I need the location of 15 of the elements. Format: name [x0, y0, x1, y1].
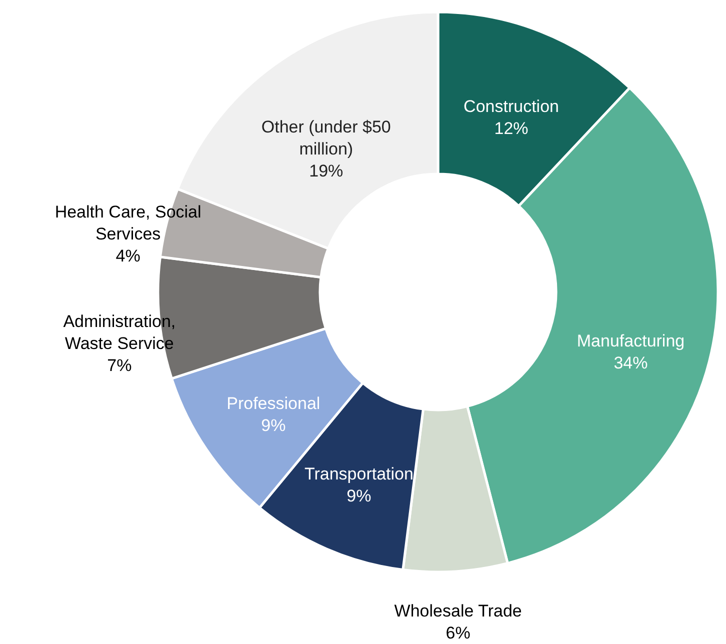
slice-label: Other (under $50 million)	[261, 117, 391, 158]
slice-label: Manufacturing	[576, 331, 685, 350]
slice-label: Construction	[464, 96, 559, 116]
data-label: 7%	[107, 356, 132, 376]
slice-label: Transportation	[304, 464, 414, 484]
slice-label: Professional	[226, 394, 320, 413]
data-label: 6%	[446, 623, 470, 642]
data-label: 9%	[261, 416, 286, 435]
data-label: 12%	[494, 118, 528, 138]
data-label: 19%	[309, 161, 344, 180]
data-label: 4%	[116, 246, 140, 266]
data-label: 34%	[614, 353, 648, 372]
slice-label: Health Care, Social Services	[54, 202, 202, 244]
data-label: 9%	[346, 486, 372, 506]
slice-label: Wholesale Trade	[394, 601, 522, 620]
